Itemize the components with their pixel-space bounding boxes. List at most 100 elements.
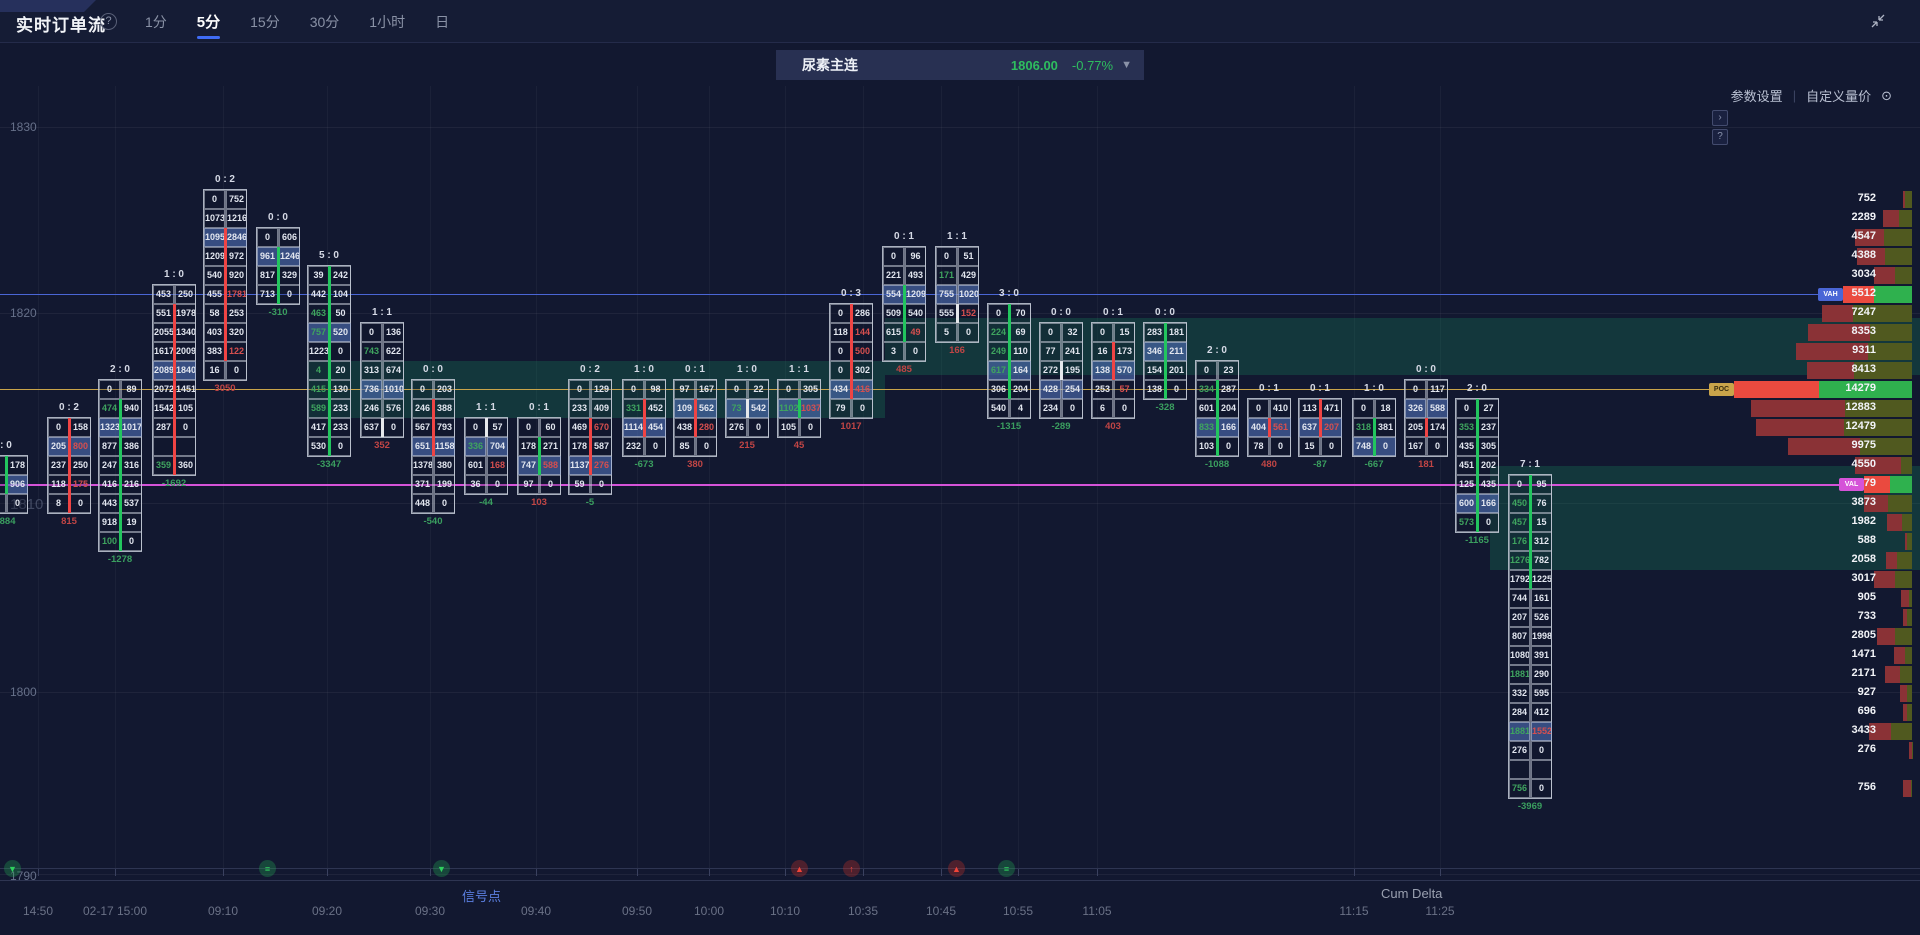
ask-cell: 166 xyxy=(1478,493,1499,513)
ask-cell: 312 xyxy=(1531,531,1552,551)
column-delta: -884 xyxy=(0,515,16,527)
ask-cell: 233 xyxy=(330,417,351,437)
bid-cell: 39 xyxy=(308,265,329,285)
profile-volume-value: 1471 xyxy=(1851,648,1876,660)
ask-cell: 0 xyxy=(1114,398,1135,418)
footprint-column: 2 : 0 0 23 334 287 601 204 833 166 103 0 -1088 xyxy=(1195,345,1239,474)
bid-cell: 0 xyxy=(883,246,904,266)
ask-cell: 0 xyxy=(852,398,873,418)
tab-1分[interactable]: 1分 xyxy=(145,13,167,30)
ask-cell: 1020 xyxy=(958,284,979,304)
ask-cell: 60 xyxy=(540,417,561,437)
bid-cell: 118 xyxy=(830,322,851,342)
column-body: 0 129 233 409 469 670 178 587 1137 276 59 0 xyxy=(568,378,612,495)
profile-buy-bar xyxy=(1853,304,1912,322)
gear-icon[interactable]: ⊙ xyxy=(1881,87,1892,103)
profile-buy-bar xyxy=(1906,532,1912,550)
bid-cell: 0 xyxy=(1405,379,1426,399)
tab-1小时[interactable]: 1小时 xyxy=(369,13,406,30)
bid-cell: 530 xyxy=(308,436,329,456)
ask-cell: 168 xyxy=(487,455,508,475)
column-delta: -673 xyxy=(634,458,654,470)
footprint-column: 0 : 3 0 286 118 144 0 500 0 302 434 416 79 0 1017 xyxy=(829,288,873,436)
profile-buy-bar xyxy=(1894,627,1912,645)
ask-cell: 105 xyxy=(175,398,196,418)
profile-volume-value: 588 xyxy=(1857,534,1876,546)
signal-marker-dot: ≡ xyxy=(998,860,1015,877)
side-button-?[interactable]: ? xyxy=(1712,129,1728,145)
bid-cell: 1095 xyxy=(204,227,225,247)
bid-cell: 601 xyxy=(1196,398,1217,418)
column-divider xyxy=(486,417,487,494)
footprint-column: 0 : 1 0 15 16 173 138 570 253 57 6 0 403 xyxy=(1091,307,1135,436)
ask-cell: 2846 xyxy=(226,227,247,247)
candle-body-line xyxy=(1164,322,1167,399)
bid-cell: 918 xyxy=(99,512,120,532)
column-body: 0 98 331 452 1114 454 232 0 xyxy=(622,378,666,457)
time-axis-label: 11:25 xyxy=(1425,904,1455,918)
candle-body-line xyxy=(224,227,227,361)
ask-cell: 250 xyxy=(175,284,196,304)
profile-sell-bar xyxy=(1902,779,1911,797)
profile-buy-bar xyxy=(1906,608,1912,626)
tab-5分[interactable]: 5分 xyxy=(195,1,222,42)
bid-cell: 0 xyxy=(726,379,747,399)
bid-cell: 451 xyxy=(1456,455,1477,475)
signal-marker-dot: ≡ xyxy=(259,860,276,877)
price-axis-label: 1810 xyxy=(10,496,44,513)
profile-volume-value: 14279 xyxy=(1845,382,1876,394)
time-axis-label: 10:55 xyxy=(1002,904,1034,918)
instrument-selector[interactable]: 尿素主连 1806.00 -0.77% ▼ xyxy=(776,50,1144,80)
footprint-column: 0 : 2 0 752 1073 1216 1095 2846 1209 972 540 920 45… xyxy=(203,174,247,398)
tab-日[interactable]: 日 xyxy=(435,13,450,30)
tab-30分[interactable]: 30分 xyxy=(309,13,340,30)
ask-cell: 1216 xyxy=(226,208,247,228)
v-gridline xyxy=(709,86,710,868)
param-settings-button[interactable]: 参数设置 xyxy=(1730,89,1783,104)
bid-cell: 1881 xyxy=(1509,664,1530,684)
side-button-›[interactable]: › xyxy=(1712,110,1728,126)
ask-cell: 15 xyxy=(1531,512,1552,532)
custom-volume-button[interactable]: 自定义量价 xyxy=(1806,89,1872,104)
profile-sell-bar xyxy=(1886,551,1897,569)
ask-cell: 0 xyxy=(800,417,821,437)
profile-buy-bar xyxy=(1890,722,1912,740)
footprint-column: 5 : 0 39 242 442 104 463 50 757 520 1223 0 4 20 415 13… xyxy=(307,250,351,474)
bid-cell: 1323 xyxy=(99,417,120,437)
ask-cell: 329 xyxy=(279,265,300,285)
bid-cell: 334 xyxy=(1196,379,1217,399)
time-axis-label: 09:20 xyxy=(311,904,343,918)
ask-cell: 216 xyxy=(121,474,142,494)
profile-volume-value: 3433 xyxy=(1851,724,1876,736)
val-badge: VAL xyxy=(1839,478,1864,491)
column-body: 0 117 326 588 205 174 167 0 xyxy=(1404,378,1448,457)
bid-cell: 232 xyxy=(623,436,644,456)
ask-cell: 173 xyxy=(1114,341,1135,361)
ask-cell: 386 xyxy=(121,436,142,456)
time-axis-label: 10:10 xyxy=(769,904,801,918)
bid-cell: 403 xyxy=(204,322,225,342)
bid-cell: 601 xyxy=(465,455,486,475)
instrument-name: 尿素主连 xyxy=(802,57,858,73)
bid-cell: 276 xyxy=(726,417,747,437)
footprint-column: 1 : 0 453 250 551 1978 2055 1340 1617 2009 2089 18… xyxy=(152,269,196,493)
bid-cell: 0 xyxy=(1040,322,1061,342)
bid-cell: 2055 xyxy=(153,322,174,342)
collapse-icon[interactable] xyxy=(1870,13,1886,29)
candle-body-line xyxy=(1268,417,1271,437)
bid-cell: 79 xyxy=(830,398,851,418)
profile-sell-bar xyxy=(1857,247,1885,265)
ask-cell: 0 xyxy=(540,474,561,494)
ask-cell: 570 xyxy=(1114,360,1135,380)
candle-body-line xyxy=(1060,360,1063,380)
bid-cell: 540 xyxy=(204,265,225,285)
profile-buy-bar xyxy=(1899,209,1912,227)
axis-tick xyxy=(536,868,537,876)
profile-volume-value: 2805 xyxy=(1851,629,1876,641)
column-delta: 215 xyxy=(739,439,755,451)
profile-volume-value: 927 xyxy=(1857,686,1876,698)
bid-cell: 8 xyxy=(48,493,69,513)
help-icon[interactable]: ? xyxy=(100,13,117,30)
profile-sell-bar xyxy=(1807,361,1855,379)
tab-15分[interactable]: 15分 xyxy=(250,13,280,30)
